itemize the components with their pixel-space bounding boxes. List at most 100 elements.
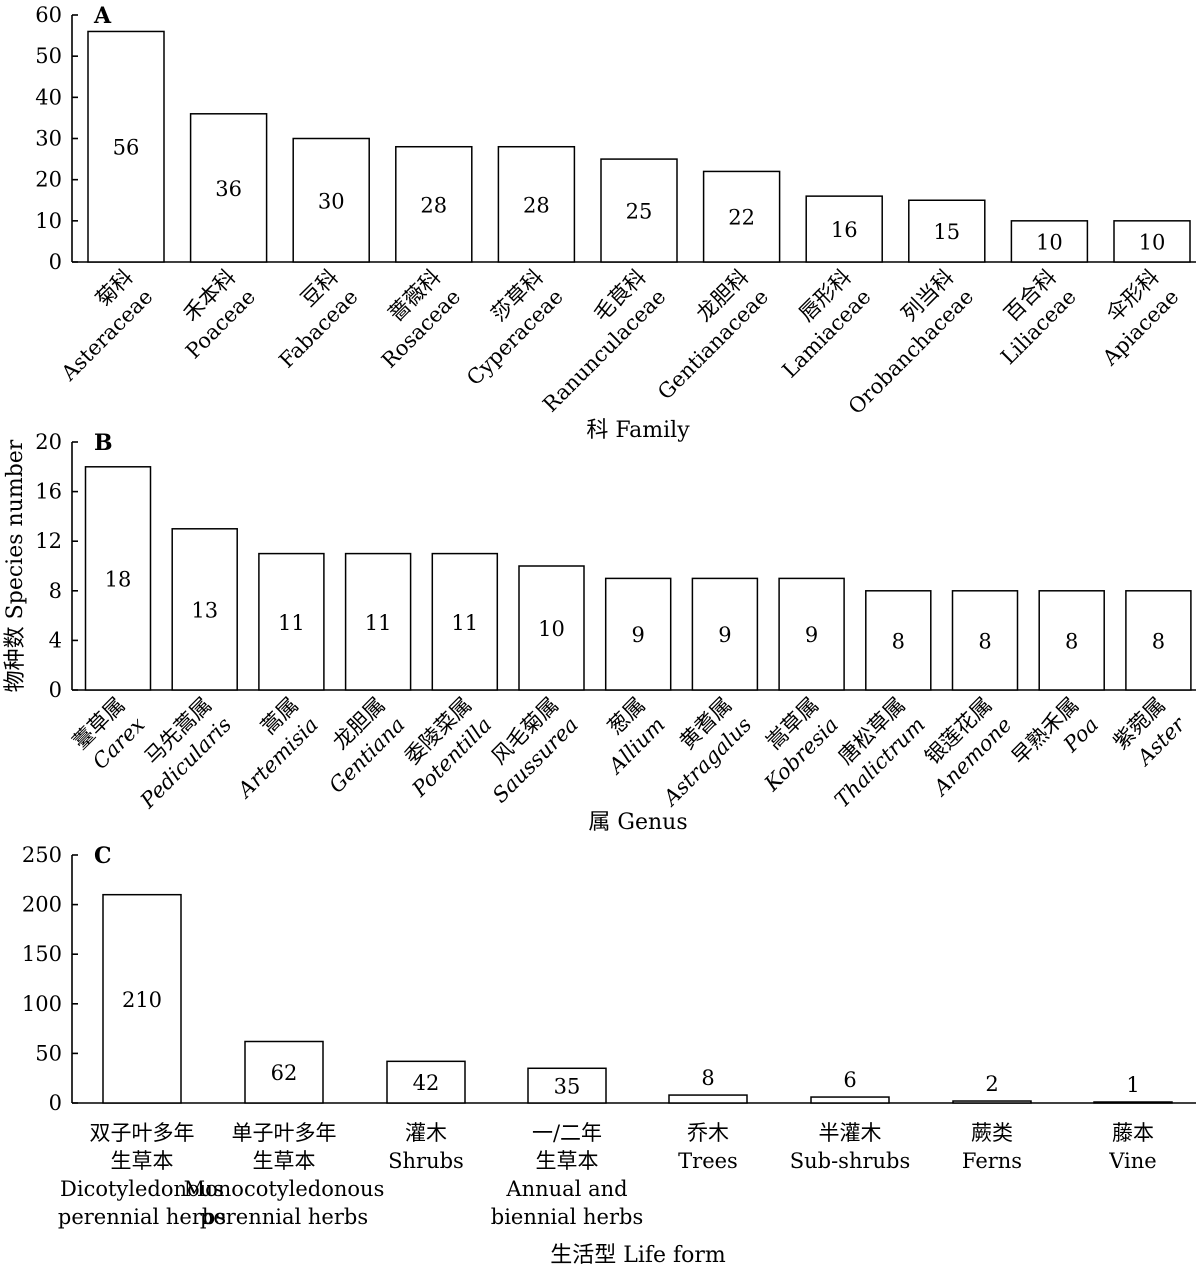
y-tick-label: 50	[35, 44, 62, 68]
panel-label: B	[94, 430, 113, 456]
panel-a-family-chart: 0 10 20 30 40 50 60 A 56 36 30 28 28 25 22 16 15 10 10 菊科As…	[35, 3, 1196, 443]
category-label: biennial herbs	[491, 1205, 643, 1229]
bar	[691, 577, 759, 691]
bar-value-label: 2	[985, 1072, 998, 1096]
bar	[702, 170, 781, 263]
bar-value-label: 25	[626, 200, 653, 224]
bar-value-label: 36	[215, 177, 242, 201]
category-label: 蕨类	[971, 1121, 1013, 1145]
y-tick-label: 40	[35, 85, 62, 109]
bar-value-label: 18	[105, 567, 132, 591]
bar	[805, 195, 883, 263]
y-tick-label: 60	[35, 3, 62, 27]
y-tick-label: 0	[49, 678, 62, 702]
category-label: 单子叶多年	[232, 1121, 337, 1145]
bar	[395, 145, 473, 263]
category-label: Ferns	[962, 1149, 1022, 1173]
bar-value-label: 10	[538, 617, 565, 641]
category-label: Shrubs	[388, 1149, 464, 1173]
bar	[258, 552, 325, 691]
category-label: Vine	[1108, 1149, 1156, 1173]
category-label: 乔木	[687, 1121, 729, 1145]
bar	[952, 1100, 1032, 1104]
y-tick-label: 250	[22, 843, 62, 867]
category-label: Trees	[678, 1149, 738, 1173]
bar	[518, 565, 585, 691]
bar	[386, 1060, 466, 1104]
y-tick-label: 8	[49, 579, 62, 603]
y-tick-label: 0	[49, 1091, 62, 1115]
bar-value-label: 1	[1126, 1073, 1139, 1097]
category-label: 藤本	[1112, 1121, 1154, 1145]
category-label: 双子叶多年	[90, 1121, 195, 1145]
bar	[344, 552, 412, 691]
bar-value-label: 28	[523, 193, 550, 217]
bar	[778, 577, 845, 691]
panel-b-genus-chart: 0 4 8 12 16 20 B 18 13 11 11 11 10 9 9 9 8 8 8 8 薹草属Carex马先蒿…	[3, 430, 1196, 835]
bar-value-label: 6	[843, 1068, 856, 1092]
bar	[431, 552, 499, 691]
panel-label: C	[94, 843, 112, 869]
bar-value-label: 8	[701, 1066, 714, 1090]
bar	[1093, 1101, 1173, 1104]
bar	[1125, 590, 1192, 691]
y-tick-label: 50	[35, 1041, 62, 1065]
y-tick-label: 4	[49, 628, 62, 652]
bar-value-label: 9	[805, 623, 818, 647]
bar-value-label: 10	[1036, 230, 1063, 254]
y-tick-label: 200	[22, 893, 62, 917]
bar-value-label: 13	[191, 598, 218, 622]
category-label: 生草本	[253, 1149, 316, 1173]
bar	[600, 158, 678, 263]
bar	[951, 590, 1019, 691]
bar-value-label: 8	[1065, 629, 1078, 653]
bar	[292, 137, 370, 263]
bar-value-label: 22	[728, 206, 755, 230]
bar	[244, 1040, 324, 1104]
bar	[171, 528, 238, 691]
y-tick-label: 100	[22, 992, 62, 1016]
bar-value-label: 35	[554, 1075, 581, 1099]
bar	[810, 1096, 890, 1104]
bar-value-label: 10	[1139, 230, 1166, 254]
bar	[604, 577, 672, 691]
bar-value-label: 8	[978, 629, 991, 653]
bar	[1010, 220, 1089, 263]
bar-value-label: 8	[1152, 629, 1165, 653]
category-label: 生草本	[111, 1149, 174, 1173]
bar-value-label: 210	[122, 988, 162, 1012]
bar-value-label: 11	[365, 611, 392, 635]
bar-value-label: 42	[413, 1071, 440, 1095]
y-tick-label: 20	[35, 430, 62, 454]
x-axis-title: 生活型 Life form	[550, 1243, 726, 1268]
bar	[668, 1094, 748, 1104]
bar-value-label: 8	[892, 629, 905, 653]
y-axis-title: 物种数 Species number	[3, 439, 28, 692]
category-label: perennial herbs	[200, 1205, 368, 1229]
category-label: 生草本	[536, 1149, 599, 1173]
bar	[87, 30, 165, 263]
bar	[527, 1067, 607, 1104]
x-axis-title: 属 Genus	[588, 810, 687, 835]
bar-value-label: 11	[451, 611, 478, 635]
y-tick-label: 0	[49, 250, 62, 274]
y-tick-label: 150	[22, 942, 62, 966]
